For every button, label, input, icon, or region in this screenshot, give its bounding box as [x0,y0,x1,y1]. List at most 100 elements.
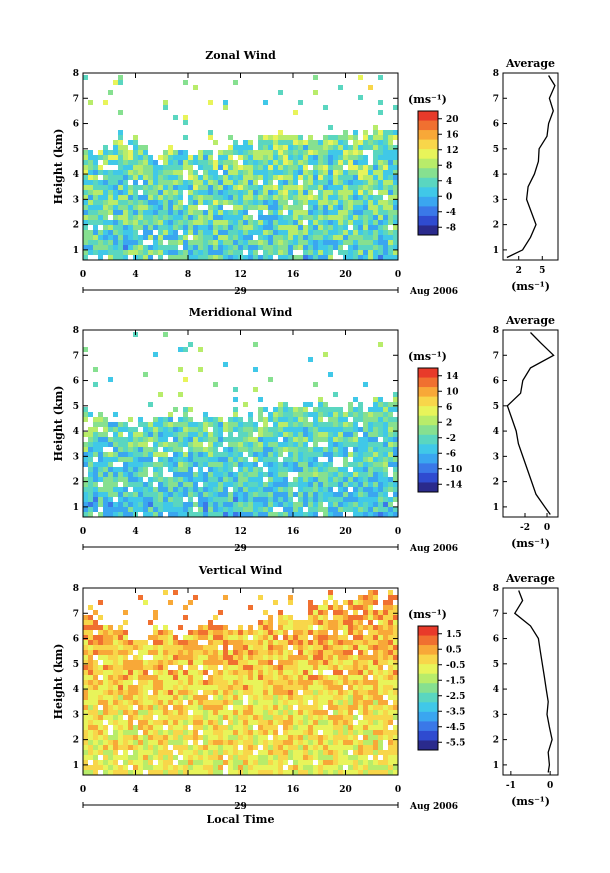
heatmap-cell [243,230,248,235]
heatmap-cell [143,195,148,200]
heatmap-cell [368,210,373,215]
heatmap-cell [113,512,118,517]
heatmap-cell [228,502,233,507]
heatmap-cell [348,710,353,715]
heatmap-cell [353,695,358,700]
heatmap-cell [173,432,178,437]
heatmap-cell [393,765,398,770]
heatmap-cell [318,610,323,615]
colorbar-swatch [418,168,438,179]
heatmap-cell [228,255,233,260]
heatmap-cell [303,240,308,245]
heatmap-cell [393,665,398,670]
heatmap-cell [133,765,138,770]
heatmap-cell [228,760,233,765]
heatmap-cell [153,427,158,432]
heatmap-cell [368,635,373,640]
heatmap-cell [173,730,178,735]
heatmap-cell [203,705,208,710]
heatmap-cell [203,245,208,250]
heatmap-cell [213,730,218,735]
heatmap-cell [348,452,353,457]
heatmap-cell [178,680,183,685]
average-y-tick-label: 5 [493,402,499,412]
heatmap-cell [228,735,233,740]
heatmap-cell [213,507,218,512]
heatmap-cell [268,630,273,635]
heatmap-cell [108,695,113,700]
heatmap-cell [293,145,298,150]
heatmap-cell [228,665,233,670]
heatmap-cell [163,230,168,235]
heatmap-cell [313,215,318,220]
heatmap-cell [108,640,113,645]
heatmap-cell [378,240,383,245]
heatmap-cell [203,750,208,755]
heatmap-cell [223,740,228,745]
heatmap-cell [168,655,173,660]
heatmap-cell [323,600,328,605]
heatmap-cell [168,650,173,655]
average-line [513,590,553,773]
heatmap-cell [208,680,213,685]
heatmap-cell [113,710,118,715]
heatmap-cell [163,220,168,225]
heatmap-cell [123,235,128,240]
heatmap-cell [388,215,393,220]
heatmap-cell [88,482,93,487]
colorbar-swatch [418,702,438,713]
heatmap-cell [153,422,158,427]
heatmap-cell [203,625,208,630]
heatmap-cell [158,462,163,467]
heatmap-cell [103,685,108,690]
heatmap-cell [288,710,293,715]
heatmap-cell [203,685,208,690]
heatmap-cell [233,220,238,225]
heatmap-cell [393,417,398,422]
heatmap-cell [358,180,363,185]
heatmap-cell [333,210,338,215]
heatmap-cell [108,507,113,512]
heatmap-cell [248,245,253,250]
heatmap-cell [393,472,398,477]
heatmap-cell [313,165,318,170]
heatmap-cell [318,700,323,705]
heatmap-cell [308,600,313,605]
heatmap-cell [98,220,103,225]
heatmap-cell [238,447,243,452]
heatmap-cell [373,695,378,700]
heatmap-cell [93,745,98,750]
heatmap-cell [83,205,88,210]
heatmap-cell [168,600,173,605]
heatmap-cell [153,680,158,685]
heatmap-cell [178,392,183,397]
heatmap-cell [203,760,208,765]
heatmap-cell [288,417,293,422]
heatmap-cell [298,160,303,165]
heatmap-cell [128,417,133,422]
heatmap-cell [218,472,223,477]
heatmap-cell [218,650,223,655]
heatmap-cell [393,225,398,230]
heatmap-cell [88,220,93,225]
heatmap-cell [138,150,143,155]
heatmap-cell [308,235,313,240]
heatmap-cell [198,245,203,250]
heatmap-cell [358,225,363,230]
heatmap-cell [153,745,158,750]
heatmap-cell [108,655,113,660]
heatmap-cell [248,220,253,225]
heatmap-cell [158,220,163,225]
heatmap-cell [258,457,263,462]
heatmap-cell [173,407,178,412]
heatmap-cell [293,725,298,730]
heatmap-cell [268,760,273,765]
heatmap-cell [293,745,298,750]
heatmap-cell [393,675,398,680]
heatmap-cell [188,705,193,710]
heatmap-cell [158,432,163,437]
heatmap-cell [313,462,318,467]
heatmap-cell [153,730,158,735]
heatmap-cell [288,625,293,630]
heatmap-cell [378,140,383,145]
